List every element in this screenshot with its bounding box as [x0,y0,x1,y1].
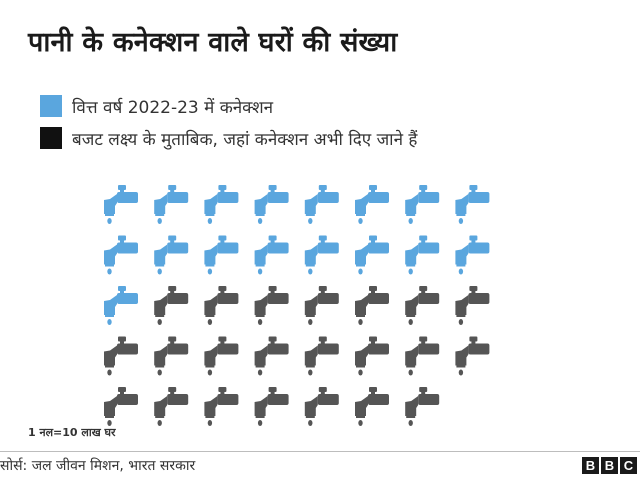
water-tap-icon [405,336,440,376]
bbc-logo-letter: B [601,457,618,474]
water-tap-icon [154,286,189,325]
water-tap-icon [104,185,138,224]
water-tap-icon [355,185,389,224]
water-tap-icon [154,387,189,426]
water-tap-icon [104,286,138,325]
legend-item-connected: वित्त वर्ष 2022-23 में कनेक्शन [40,90,417,122]
footer-divider [0,451,640,452]
water-tap-icon [304,235,339,275]
water-tap-icon [204,336,239,376]
legend-label-remaining: बजट लक्ष्य के मुताबिक, जहां कनेक्शन अभी … [72,129,418,150]
water-tap-icon [154,336,189,376]
scale-note: 1 नल=10 लाख घर [28,426,116,439]
water-tap-icon [455,336,490,376]
water-tap-icon [104,235,138,275]
water-tap-icon [304,336,339,376]
bbc-logo-letter: B [582,457,599,474]
water-tap-icon [405,235,440,275]
water-tap-icon [405,286,440,325]
water-tap-icon [405,185,440,224]
water-tap-icon [405,387,440,426]
source-note: सोर्स: जल जीवन मिशन, भारत सरकार [0,458,196,474]
water-tap-icon [254,387,289,426]
water-tap-icon [254,286,289,325]
water-tap-icon [104,387,138,426]
water-tap-icon [104,336,138,376]
water-tap-icon [304,185,339,224]
bbc-logo-letter: C [620,457,637,474]
legend-swatch-connected [40,95,62,117]
water-tap-icon [355,235,389,275]
water-tap-icon [154,235,189,275]
water-tap-icon [204,185,239,224]
legend-item-remaining: बजट लक्ष्य के मुताबिक, जहां कनेक्शन अभी … [40,122,417,154]
water-tap-icon [204,387,239,426]
water-tap-icon [304,387,339,426]
chart-title: पानी के कनेक्शन वाले घरों की संख्या [28,27,398,58]
water-tap-icon [355,286,389,325]
water-tap-icon [455,185,490,224]
water-tap-icon [154,185,189,224]
water-tap-icon [455,235,490,275]
legend-swatch-remaining [40,127,62,149]
water-tap-icon [455,286,490,325]
water-tap-icon [254,185,289,224]
water-tap-icon [204,286,239,325]
water-tap-icon [355,387,389,426]
water-tap-icon [355,336,389,376]
tap-pictogram [104,185,490,426]
water-tap-icon [204,235,239,275]
legend: वित्त वर्ष 2022-23 में कनेक्शन बजट लक्ष्… [40,90,417,154]
water-tap-icon [304,286,339,325]
water-tap-icon [254,336,289,376]
water-tap-icon [254,235,289,275]
legend-label-connected: वित्त वर्ष 2022-23 में कनेक्शन [72,97,274,118]
bbc-logo: B B C [582,457,637,474]
